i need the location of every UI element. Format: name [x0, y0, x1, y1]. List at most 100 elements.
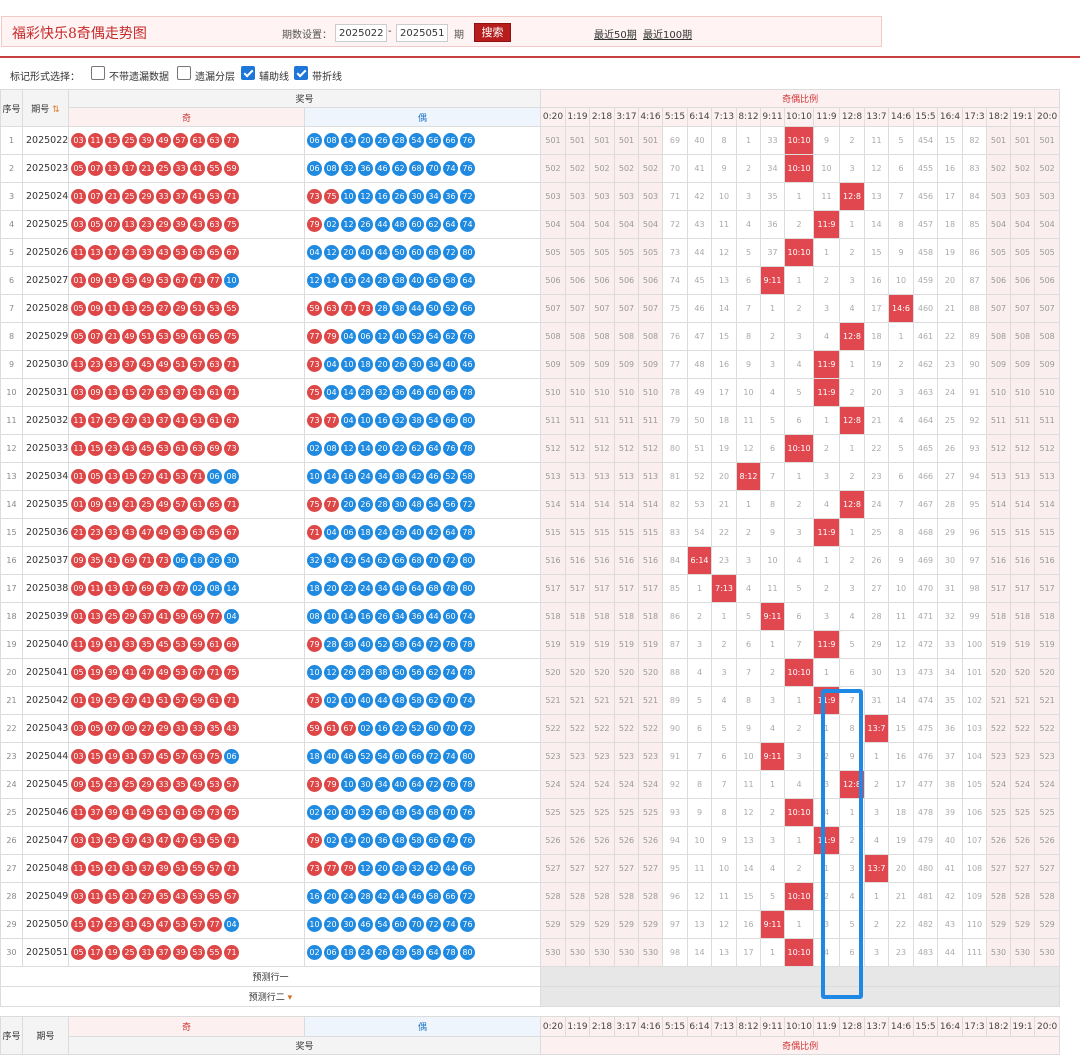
number-ball: 37	[88, 805, 103, 820]
number-ball: 52	[375, 637, 390, 652]
recent-100-link[interactable]: 最近100期	[643, 30, 693, 41]
number-ball: 11	[105, 301, 120, 316]
missing-count-cell: 501	[565, 126, 591, 155]
missing-count-cell: 47	[687, 322, 713, 351]
table-row: 5 2025026 11 13 17 23 33 43 53 63 65 67 04 12 20 40 44 50…	[0, 238, 1061, 267]
number-ball: 53	[173, 525, 188, 540]
missing-count-cell: 504	[638, 210, 664, 239]
number-ball: 06	[307, 133, 322, 148]
number-ball: 71	[224, 693, 239, 708]
missing-count-cell: 103	[962, 714, 988, 743]
missing-count-cell: 5	[760, 406, 786, 435]
even-balls-cell: 18 20 22 24 34 48 64 68 78 80	[303, 574, 542, 603]
missing-count-cell: 476	[913, 742, 939, 771]
number-ball: 74	[443, 161, 458, 176]
missing-count-cell: 507	[1010, 294, 1036, 323]
search-button[interactable]: 搜索	[474, 23, 511, 42]
missing-count-cell: 6	[839, 938, 866, 967]
number-ball: 01	[71, 469, 86, 484]
footer-odd-header: 奇	[68, 1016, 305, 1037]
row-period: 2025027	[22, 266, 69, 295]
number-ball: 73	[307, 413, 322, 428]
number-ball: 69	[224, 637, 239, 652]
number-ball: 29	[139, 189, 154, 204]
missing-count-cell: 513	[565, 462, 591, 491]
number-ball: 43	[122, 441, 137, 456]
number-ball: 61	[324, 721, 339, 736]
missing-count-cell: 99	[962, 602, 988, 631]
missing-count-cell: 510	[638, 378, 664, 407]
number-ball: 19	[105, 497, 120, 512]
missing-count-cell: 506	[1034, 266, 1061, 295]
missing-count-cell: 517	[540, 574, 567, 603]
missing-count-cell: 515	[986, 518, 1012, 547]
even-balls-cell: 73 04 10 18 20 26 30 34 40 46	[303, 350, 542, 379]
start-period-input[interactable]	[335, 24, 387, 42]
missing-count-cell: 515	[565, 518, 591, 547]
number-ball: 29	[139, 777, 154, 792]
missing-count-cell: 71	[662, 182, 689, 211]
ratio-header: 20:0	[1034, 107, 1061, 127]
number-ball: 50	[392, 665, 407, 680]
missing-count-cell: 527	[1010, 854, 1036, 883]
ratio-hit-cell: 10:10	[784, 882, 815, 911]
number-ball: 31	[122, 917, 137, 932]
ratio-header: 17:3	[962, 107, 988, 127]
missing-count-cell: 506	[589, 266, 616, 295]
number-ball: 43	[122, 525, 137, 540]
number-ball: 71	[190, 273, 205, 288]
number-ball: 19	[88, 665, 103, 680]
missing-count-cell: 519	[540, 630, 567, 659]
missing-count-cell: 2	[864, 910, 890, 939]
missing-count-cell: 503	[638, 182, 664, 211]
recent-50-link[interactable]: 最近50期	[594, 30, 637, 41]
number-ball: 36	[358, 161, 373, 176]
number-ball: 06	[173, 553, 188, 568]
number-ball: 30	[392, 497, 407, 512]
number-ball: 41	[173, 413, 188, 428]
missing-count-cell: 2	[813, 434, 841, 463]
missing-count-cell: 10	[813, 154, 841, 183]
missing-count-cell: 3	[813, 294, 841, 323]
number-ball: 28	[392, 133, 407, 148]
missing-count-cell: 10	[888, 266, 915, 295]
sort-arrows-icon[interactable]: ⇅	[49, 104, 60, 115]
missing-count-cell: 5	[888, 434, 915, 463]
missing-count-cell: 511	[638, 406, 664, 435]
polyline-checkbox[interactable]	[294, 66, 308, 80]
number-ball: 41	[156, 469, 171, 484]
period-header[interactable]: 期号 ⇅	[22, 89, 69, 127]
row-period: 2025049	[22, 882, 69, 911]
number-ball: 68	[409, 553, 424, 568]
no-missing-data-checkbox[interactable]	[91, 66, 105, 80]
missing-count-cell: 2	[839, 126, 866, 155]
number-ball: 14	[341, 133, 356, 148]
aux-line-checkbox[interactable]	[241, 66, 255, 80]
end-period-input[interactable]	[396, 24, 448, 42]
footer-ratio-header: 3:17	[614, 1016, 640, 1037]
number-ball: 72	[460, 189, 475, 204]
missing-layer-checkbox[interactable]	[177, 66, 191, 80]
missing-count-cell: 5	[736, 602, 762, 631]
footer-ratio-header: 19:1	[1010, 1016, 1036, 1037]
missing-count-cell: 8	[888, 518, 915, 547]
number-ball: 53	[156, 329, 171, 344]
number-ball: 63	[190, 525, 205, 540]
missing-count-cell: 6	[888, 462, 915, 491]
ratio-hit-cell: 12:8	[839, 770, 866, 799]
number-ball: 67	[173, 273, 188, 288]
number-ball: 13	[88, 245, 103, 260]
missing-count-cell: 1	[760, 294, 786, 323]
number-ball: 34	[426, 357, 441, 372]
missing-count-cell: 509	[638, 350, 664, 379]
number-ball: 29	[173, 301, 188, 316]
missing-count-cell: 4	[839, 294, 866, 323]
number-ball: 49	[156, 665, 171, 680]
missing-count-cell: 43	[687, 210, 713, 239]
missing-count-cell: 1	[813, 546, 841, 575]
missing-count-cell: 5	[736, 238, 762, 267]
missing-count-cell: 1	[687, 574, 713, 603]
table-row: 2 2025023 05 07 13 17 21 25 33 41 55 59 06 08 32 36 46 62…	[0, 154, 1061, 183]
missing-count-cell: 1	[813, 854, 841, 883]
number-ball: 02	[324, 693, 339, 708]
